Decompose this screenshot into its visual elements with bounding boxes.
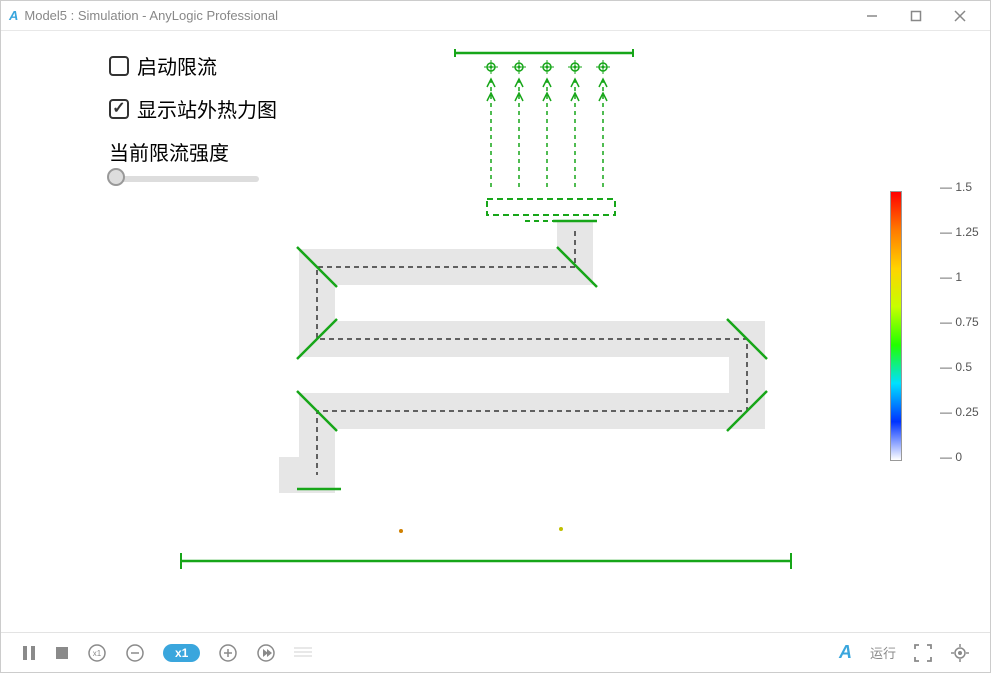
heatmap-legend-bar	[890, 191, 902, 461]
maximize-button[interactable]	[894, 2, 938, 30]
slow-down-button[interactable]	[125, 643, 145, 663]
speed-up-button[interactable]	[218, 643, 238, 663]
anylogic-logo-icon[interactable]: A	[839, 642, 852, 663]
settings-button[interactable]	[950, 643, 970, 663]
stop-button[interactable]	[55, 646, 69, 660]
minimize-button[interactable]	[850, 2, 894, 30]
speed-real-button[interactable]: x1	[87, 643, 107, 663]
app-window: A Model5 : Simulation - AnyLogic Profess…	[0, 0, 991, 673]
pause-button[interactable]	[21, 645, 37, 661]
app-logo-icon: A	[9, 8, 18, 23]
window-title: Model5 : Simulation - AnyLogic Professio…	[24, 8, 278, 23]
fast-forward-button[interactable]	[256, 643, 276, 663]
fullscreen-button[interactable]	[914, 644, 932, 662]
simulation-svg	[1, 31, 990, 631]
playback-toolbar: x1 x1 A 运行	[1, 632, 990, 672]
titlebar: A Model5 : Simulation - AnyLogic Profess…	[1, 1, 990, 31]
toggle-view-icon[interactable]	[294, 646, 312, 660]
run-status: 运行	[870, 643, 896, 662]
svg-text:x1: x1	[93, 649, 102, 658]
speed-indicator[interactable]: x1	[163, 644, 200, 662]
close-button[interactable]	[938, 2, 982, 30]
simulation-canvas-area: 启动限流 显示站外热力图 当前限流强度 — 1.5— 1.25— 1— 0.75…	[1, 31, 990, 632]
